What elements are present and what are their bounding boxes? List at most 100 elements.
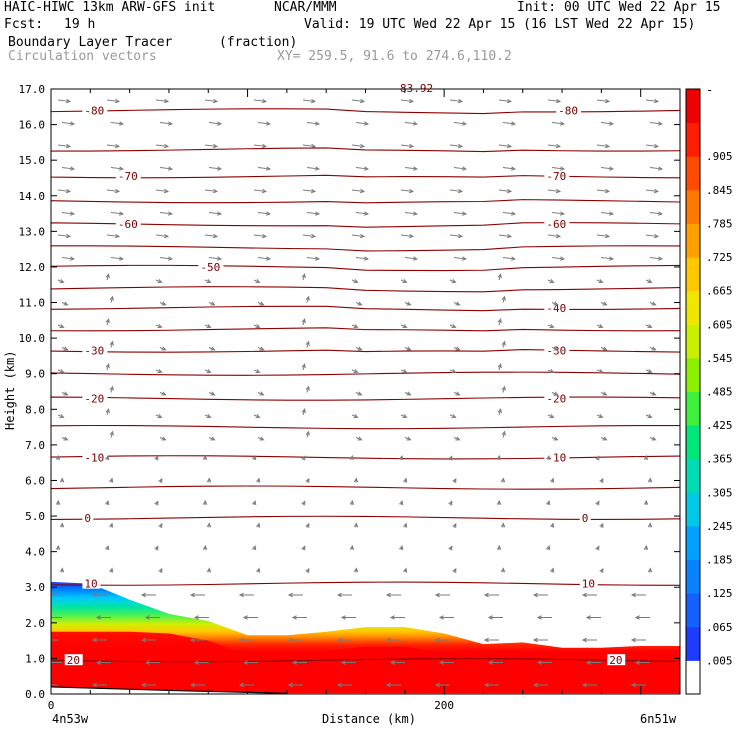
vector-head xyxy=(451,369,457,374)
vector-head xyxy=(255,324,261,329)
vector-head xyxy=(353,279,359,284)
vector-head xyxy=(451,414,457,419)
colorbar-label: .845 xyxy=(706,184,733,197)
vector-arrow xyxy=(106,144,119,147)
vector-head xyxy=(451,279,457,284)
vector-arrow xyxy=(596,189,609,192)
y-tick-label: 13.0 xyxy=(19,225,46,238)
vector-head xyxy=(403,522,408,528)
vector-head xyxy=(657,166,664,171)
xy-range: XY= 259.5, 91.6 to 274.6,110.2 xyxy=(277,49,512,64)
vector-head xyxy=(212,233,219,239)
colorbar-label: .905 xyxy=(706,150,733,163)
vector-head xyxy=(359,143,366,149)
vector-arrow xyxy=(649,257,662,260)
vector-head xyxy=(154,545,159,551)
vector-arrow xyxy=(547,99,560,102)
vector-head xyxy=(599,522,604,528)
vector-head xyxy=(510,211,517,216)
vector-head xyxy=(161,436,167,441)
vector-head xyxy=(643,499,649,505)
vector-arrow xyxy=(253,99,266,102)
vector-head xyxy=(581,592,587,598)
vector-head xyxy=(202,544,208,550)
y-tick-label: 6.0 xyxy=(25,474,45,487)
vector-head xyxy=(140,637,146,643)
vector-head xyxy=(550,477,555,483)
vector-head xyxy=(105,500,110,506)
vector-head xyxy=(385,637,391,643)
vector-head xyxy=(255,279,261,284)
vector-head xyxy=(256,522,261,528)
vector-head xyxy=(608,121,615,126)
vector-head xyxy=(291,615,297,620)
vector-head xyxy=(363,256,370,261)
vector-arrow xyxy=(502,122,515,125)
vector-head xyxy=(602,346,608,351)
vector-head xyxy=(216,256,223,261)
contour-label-bg xyxy=(607,654,626,666)
vector-head xyxy=(118,211,125,216)
vector-head xyxy=(357,346,363,351)
vector-arrow xyxy=(57,234,70,237)
vector-head xyxy=(305,385,310,391)
vector-head xyxy=(212,188,219,194)
contour-label-bg xyxy=(544,451,570,463)
contour-line xyxy=(51,174,680,179)
vector-head xyxy=(65,188,72,194)
vector-arrow xyxy=(649,167,662,170)
vector-head xyxy=(598,324,604,329)
field-name: Boundary Layer Tracer xyxy=(8,35,173,50)
contour-label: -30 xyxy=(84,345,104,358)
vector-head xyxy=(357,301,363,306)
vector-head xyxy=(265,121,272,126)
vector-head xyxy=(55,499,61,505)
vector-head xyxy=(144,660,150,665)
vector-head xyxy=(555,188,562,194)
vector-arrow xyxy=(306,257,319,260)
contour-label: 0 xyxy=(582,512,589,525)
vector-head xyxy=(109,385,114,391)
vector-head xyxy=(314,211,321,216)
colorbar-label: .245 xyxy=(706,520,733,533)
contour-label: 10 xyxy=(84,578,97,591)
vector-arrow xyxy=(355,167,368,170)
vector-head xyxy=(265,166,272,171)
vector-head xyxy=(452,522,457,528)
colorbar-label: .665 xyxy=(706,285,733,298)
vector-head xyxy=(455,346,461,351)
vector-head xyxy=(238,682,244,688)
vector-head xyxy=(69,211,76,216)
vector-head xyxy=(510,166,517,171)
vector-head xyxy=(536,660,542,665)
vector-head xyxy=(438,615,444,620)
vector-head xyxy=(161,301,167,306)
vector-head xyxy=(448,545,453,551)
vector-arrow xyxy=(351,99,364,102)
vector-head xyxy=(500,477,506,483)
contour-label: -60 xyxy=(546,218,566,231)
vector-head xyxy=(412,166,419,171)
vector-head xyxy=(163,143,170,149)
vector-head xyxy=(595,545,600,551)
contour-line xyxy=(51,327,680,332)
contour-label: -60 xyxy=(118,218,138,231)
vector-arrow xyxy=(400,189,413,192)
contour-label: 0 xyxy=(84,512,91,525)
vector-head xyxy=(549,324,555,329)
vector-head xyxy=(63,391,69,396)
vector-head xyxy=(163,233,170,239)
vector-head xyxy=(59,414,65,419)
vector-arrow xyxy=(551,212,564,215)
vector-head xyxy=(210,391,216,396)
vector-arrow xyxy=(547,144,560,147)
vector-head xyxy=(59,324,65,329)
vector-head xyxy=(206,522,212,528)
vector-head xyxy=(305,477,310,483)
colorbar-label: .065 xyxy=(706,621,733,634)
vector-arrow xyxy=(208,167,221,170)
y-tick-label: 14.0 xyxy=(19,190,46,203)
contour-line xyxy=(51,264,680,272)
vector-head xyxy=(359,98,366,104)
vector-head xyxy=(259,391,265,396)
